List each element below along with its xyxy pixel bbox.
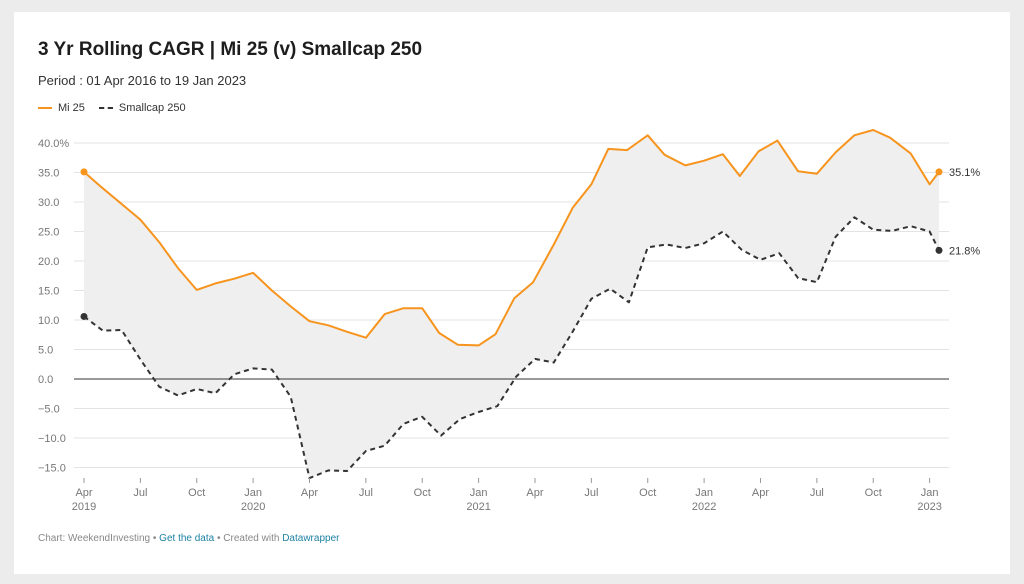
y-tick-label: 40.0% bbox=[38, 138, 69, 150]
legend-item-mi25: Mi 25 bbox=[38, 102, 85, 114]
x-tick-label: Jan bbox=[470, 487, 488, 499]
x-tick-label: Apr bbox=[526, 487, 543, 499]
x-tick-label: Oct bbox=[188, 487, 205, 499]
y-tick-label: 25.0 bbox=[38, 227, 59, 239]
chart-title: 3 Yr Rolling CAGR | Mi 25 (v) Smallcap 2… bbox=[38, 39, 423, 60]
x-tick-year: 2019 bbox=[72, 501, 96, 513]
legend-label-smallcap: Smallcap 250 bbox=[118, 102, 186, 114]
x-tick-year: 2020 bbox=[241, 501, 265, 513]
x-tick-label: Apr bbox=[301, 487, 318, 499]
footer-created-with: • Created with bbox=[214, 533, 283, 544]
y-tick-label: 15.0 bbox=[38, 286, 59, 298]
series-end-label: 35.1% bbox=[949, 167, 980, 179]
legend-swatch-smallcap bbox=[98, 107, 113, 109]
legend-label-mi25: Mi 25 bbox=[58, 102, 85, 114]
x-tick-label: Apr bbox=[75, 487, 92, 499]
x-tick-label: Jan bbox=[921, 487, 939, 499]
chart-subtitle: Period : 01 Apr 2016 to 19 Jan 2023 bbox=[38, 73, 247, 88]
y-tick-label: 20.0 bbox=[38, 256, 59, 268]
y-tick-label: 0.0 bbox=[38, 374, 53, 386]
x-tick-label: Jan bbox=[695, 487, 713, 499]
series-end-label: 21.8% bbox=[949, 245, 980, 257]
x-tick-label: Oct bbox=[639, 487, 656, 499]
x-tick-year: 2022 bbox=[692, 501, 716, 513]
y-tick-label: −10.0 bbox=[38, 433, 66, 445]
x-tick-year: 2023 bbox=[917, 501, 941, 513]
line-chart: 40.0% 35.0 30.0 25.0 20.0 15.0 10.0 5.0 0.0 −5.0 −… bbox=[38, 129, 980, 513]
x-tick-label: Jul bbox=[584, 487, 598, 499]
series-line-smallcap bbox=[83, 216, 940, 480]
series-end-dot bbox=[935, 246, 943, 254]
y-tick-label: 5.0 bbox=[38, 345, 53, 357]
series-start-dot bbox=[80, 312, 88, 320]
series-end-dot bbox=[935, 168, 943, 176]
legend: Mi 25 Smallcap 250 bbox=[38, 102, 200, 114]
x-tick-label: Jul bbox=[810, 487, 824, 499]
x-tick-label: Jan bbox=[244, 487, 262, 499]
x-tick-label: Oct bbox=[865, 487, 882, 499]
x-tick-year: 2021 bbox=[466, 501, 490, 513]
chart-footer: Chart: WeekendInvesting • Get the data •… bbox=[38, 533, 339, 544]
footer-credit: Chart: WeekendInvesting bbox=[38, 533, 151, 544]
y-tick-label: −15.0 bbox=[38, 463, 66, 475]
x-tick-label: Jul bbox=[133, 487, 147, 499]
y-tick-label: −5.0 bbox=[38, 404, 60, 416]
series-start-dot bbox=[80, 168, 88, 176]
datawrapper-link[interactable]: Datawrapper bbox=[282, 533, 340, 544]
footer-separator: • bbox=[150, 533, 160, 544]
x-tick-label: Oct bbox=[414, 487, 431, 499]
chart-card: 3 Yr Rolling CAGR | Mi 25 (v) Smallcap 2… bbox=[14, 12, 1010, 574]
y-tick-label: 30.0 bbox=[38, 197, 59, 209]
legend-item-smallcap: Smallcap 250 bbox=[98, 102, 186, 114]
y-tick-label: 10.0 bbox=[38, 315, 59, 327]
x-tick-label: Jul bbox=[359, 487, 373, 499]
get-the-data-link[interactable]: Get the data bbox=[159, 533, 215, 544]
series-line-mi25 bbox=[83, 129, 940, 347]
legend-swatch-mi25 bbox=[38, 107, 52, 109]
y-tick-label: 35.0 bbox=[38, 168, 59, 180]
x-tick-label: Apr bbox=[752, 487, 769, 499]
